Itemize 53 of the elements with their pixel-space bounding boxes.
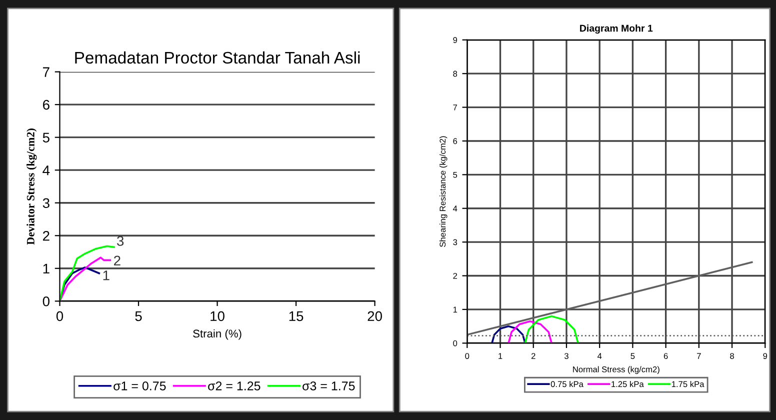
y-tick-label: 4 — [42, 166, 50, 176]
y-tick-label: 2 — [453, 272, 458, 279]
x-tick-label: 15 — [289, 311, 304, 322]
chart-title: Pemadatan Proctor Standar Tanah Asli — [75, 51, 360, 64]
line-series — [491, 325, 526, 344]
x-axis-title: Normal Stress (kg/cm2) — [573, 366, 660, 374]
line-series — [60, 256, 112, 302]
y-tick-label: 4 — [452, 206, 458, 212]
legend-label: 1.25 kPa — [612, 380, 644, 388]
y-tick-label: 8 — [453, 70, 458, 77]
y-tick-label: 0 — [453, 340, 458, 346]
y-tick-label: 5 — [453, 172, 458, 178]
x-tick-label: 5 — [135, 311, 142, 322]
y-tick-label: 0 — [42, 296, 50, 306]
y-tick-label: 7 — [43, 67, 50, 77]
annotation: 2 — [114, 256, 120, 266]
y-axis-title: Deviator Stress (kg/cm2) — [26, 128, 37, 245]
y-tick-label: 7 — [453, 104, 458, 110]
y-tick-label: 5 — [42, 132, 50, 143]
chart-title: Diagram Mohr 1 — [580, 24, 653, 34]
x-tick-label: 8 — [730, 353, 734, 359]
y-tick-label: 2 — [43, 230, 50, 241]
x-tick-label: 7 — [697, 353, 701, 359]
x-tick-label: 10 — [210, 311, 224, 322]
legend-label: σ1 = 0.75 — [114, 382, 166, 390]
legend-label: 0.75 kPa — [550, 380, 584, 388]
x-tick-label: 4 — [597, 353, 602, 359]
x-tick-label: 2 — [531, 353, 536, 359]
annotation: 3 — [116, 236, 124, 246]
y-tick-label: 9 — [453, 37, 458, 43]
y-tick-label: 3 — [453, 239, 458, 246]
legend-label: 1.75 kPa — [672, 380, 704, 388]
y-axis-title: Shearing Resistance (kg/cm2) — [439, 136, 448, 247]
y-tick-label: 6 — [43, 100, 50, 110]
line-series — [60, 245, 116, 302]
x-tick-label: 5 — [630, 353, 635, 359]
x-tick-label: 3 — [564, 353, 568, 359]
y-tick-label: 6 — [453, 138, 458, 144]
x-tick-label: 0 — [465, 353, 470, 359]
x-tick-label: 20 — [368, 311, 382, 322]
x-tick-label: 0 — [56, 311, 64, 322]
x-tick-label: 9 — [763, 353, 768, 359]
legend-label: σ3 = 1.75 — [302, 382, 355, 390]
y-tick-label: 3 — [42, 198, 50, 208]
line-series — [524, 315, 579, 344]
legend-label: σ2 = 1.25 — [208, 382, 260, 390]
y-tick-label: 1 — [453, 306, 458, 312]
x-axis-title: Strain (%) — [193, 329, 242, 340]
x-tick-label: 1 — [498, 353, 502, 359]
line-series — [508, 320, 552, 344]
x-tick-label: 6 — [664, 353, 668, 359]
annotation: 1 — [103, 270, 110, 280]
y-tick-label: 1 — [43, 264, 50, 274]
